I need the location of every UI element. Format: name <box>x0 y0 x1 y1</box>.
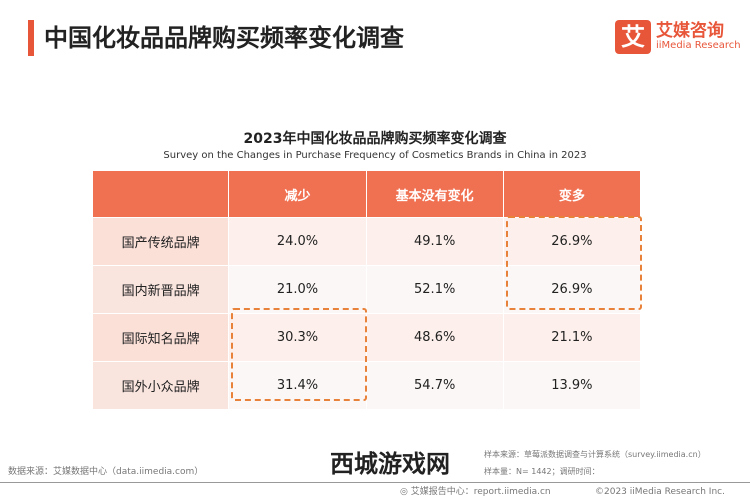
table-cell: 49.1% <box>365 217 504 266</box>
title-accent-bar <box>28 20 34 56</box>
header-cell <box>91 170 230 218</box>
sample-source: 样本来源：草莓派数据调查与计算系统（survey.iimedia.cn） <box>484 450 706 459</box>
table-cell: 26.9% <box>502 265 642 314</box>
table-row: 国内新晋品牌 21.0% 52.1% 26.9% <box>91 265 642 314</box>
table-cell: 26.9% <box>502 217 642 266</box>
row-label: 国际知名品牌 <box>91 313 230 362</box>
logo-cn: 艾媒咨询 <box>656 21 724 41</box>
table-row: 国产传统品牌 24.0% 49.1% 26.9% <box>91 217 642 266</box>
header-cell: 减少 <box>228 170 367 218</box>
row-label: 国外小众品牌 <box>91 361 230 410</box>
table-row: 国外小众品牌 31.4% 54.7% 13.9% <box>91 361 642 410</box>
survey-table: 减少 基本没有变化 变多 国产传统品牌 24.0% 49.1% 26.9% 国内… <box>91 170 642 410</box>
table-header-row: 减少 基本没有变化 变多 <box>91 170 642 218</box>
row-label: 国内新晋品牌 <box>91 265 230 314</box>
logo: 艾 艾媒咨询 iiMedia Research <box>615 20 741 54</box>
logo-en: iiMedia Research <box>656 40 741 51</box>
watermark: 西城游戏网 <box>330 450 450 478</box>
row-label: 国产传统品牌 <box>91 217 230 266</box>
table-cell: 21.1% <box>502 313 642 362</box>
page-title: 中国化妆品品牌购买频率变化调查 <box>44 24 404 52</box>
table-cell: 52.1% <box>365 265 504 314</box>
header-cell: 变多 <box>502 170 642 218</box>
report-center-text: 艾媒报告中心：report.iimedia.cn <box>410 487 551 497</box>
table-cell: 21.0% <box>228 265 367 314</box>
copyright: ©2023 iiMedia Research Inc. <box>595 487 725 497</box>
table-cell: 13.9% <box>502 361 642 410</box>
header-cell: 基本没有变化 <box>365 170 504 218</box>
table-cell: 24.0% <box>228 217 367 266</box>
data-source: 数据来源：艾媒数据中心（data.iimedia.com） <box>8 467 204 477</box>
sample-size: 样本量：N= 1442；调研时间： <box>484 467 600 476</box>
highlight-box-more <box>506 216 642 310</box>
report-center: ◎ 艾媒报告中心：report.iimedia.cn <box>400 487 551 497</box>
footer-divider <box>0 482 750 483</box>
highlight-box-decrease <box>231 308 367 401</box>
table-cell: 48.6% <box>365 313 504 362</box>
logo-mark: 艾 <box>615 20 651 54</box>
chart-subtitle: Survey on the Changes in Purchase Freque… <box>163 150 587 161</box>
table-cell: 31.4% <box>228 361 367 410</box>
table-cell: 54.7% <box>365 361 504 410</box>
chart-title: 2023年中国化妆品品牌购买频率变化调查 <box>243 131 507 147</box>
